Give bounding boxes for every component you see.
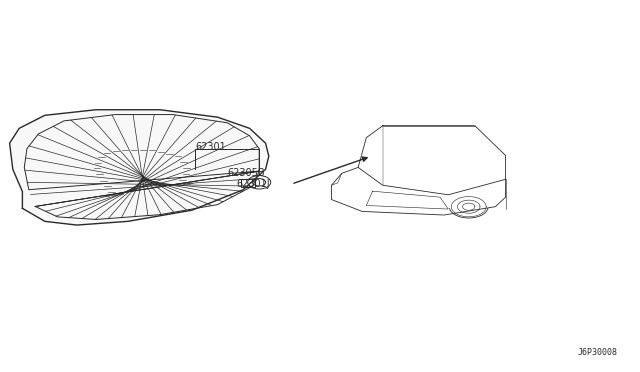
Polygon shape — [10, 110, 269, 225]
Text: 62301J: 62301J — [237, 179, 271, 189]
Bar — [241, 179, 255, 187]
Text: 62301: 62301 — [195, 142, 226, 152]
Text: J6P30008: J6P30008 — [578, 348, 618, 357]
Text: 62305B: 62305B — [227, 168, 265, 178]
